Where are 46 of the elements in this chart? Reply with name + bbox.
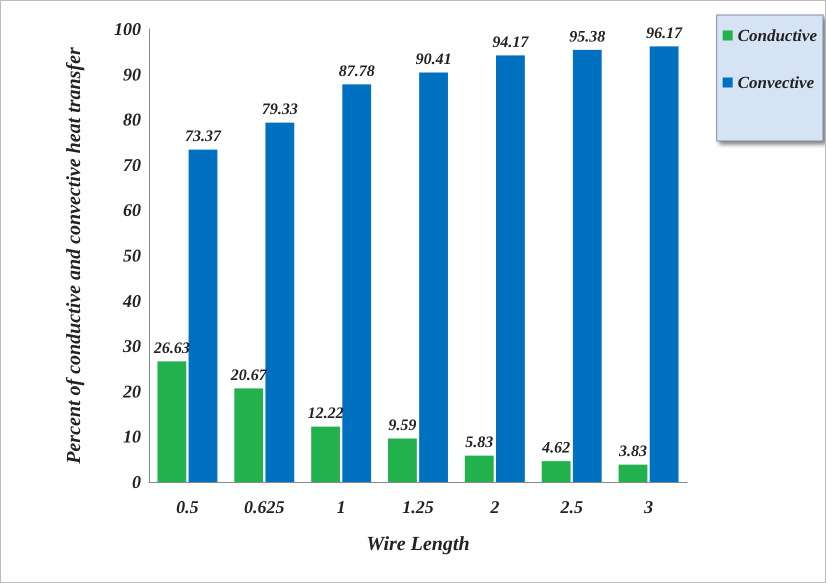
data-label: 79.33 [262, 101, 298, 118]
legend-label: Convective [738, 73, 815, 92]
data-label: 95.38 [569, 28, 606, 46]
y-axis-title: Percent of conductive and convective heat transfer [63, 47, 85, 465]
data-label: 73.37 [184, 128, 222, 146]
data-label: 94.17 [492, 34, 530, 51]
x-tick-label: 2 [489, 497, 500, 517]
y-tick-label: 20 [122, 381, 141, 402]
x-tick-label: 1.25 [402, 497, 434, 517]
x-tick-label: 0.625 [244, 497, 285, 517]
bar [157, 361, 186, 482]
bar [464, 456, 494, 482]
x-tick-label: 2.5 [559, 497, 583, 517]
bar [419, 72, 448, 482]
y-tick-label: 10 [123, 426, 141, 447]
bar [188, 150, 218, 482]
bar [311, 426, 340, 482]
bar [618, 464, 648, 482]
bar [234, 388, 264, 482]
y-tick-label: 60 [123, 200, 141, 220]
x-tick-label: 1 [336, 497, 346, 517]
y-tick-label: 70 [123, 154, 141, 175]
x-tick-label: 0.5 [176, 497, 199, 517]
data-label: 9.59 [388, 417, 416, 434]
y-tick-label: 30 [122, 336, 141, 356]
data-label: 4.62 [541, 440, 570, 457]
y-tick-label: 90 [123, 64, 141, 84]
data-label: 87.78 [338, 62, 375, 80]
bar [650, 46, 679, 482]
bar [388, 438, 417, 482]
data-label: 3.83 [618, 443, 648, 460]
y-tick-label: 50 [123, 246, 141, 266]
x-axis-title: Wire Length [366, 533, 470, 555]
bar [342, 84, 372, 482]
y-tick-label: 80 [123, 110, 141, 130]
y-tick-label: 100 [114, 19, 141, 39]
data-label: 90.41 [416, 50, 452, 68]
bar [572, 50, 602, 482]
y-tick-label: 40 [122, 290, 141, 311]
x-tick-label: 3 [643, 497, 654, 517]
data-label: 96.17 [646, 24, 684, 42]
bar [496, 55, 525, 482]
legend-label: Conductive [738, 26, 818, 45]
y-tick-label: 0 [132, 472, 141, 492]
bar [542, 461, 571, 482]
data-label: 5.83 [465, 434, 494, 452]
